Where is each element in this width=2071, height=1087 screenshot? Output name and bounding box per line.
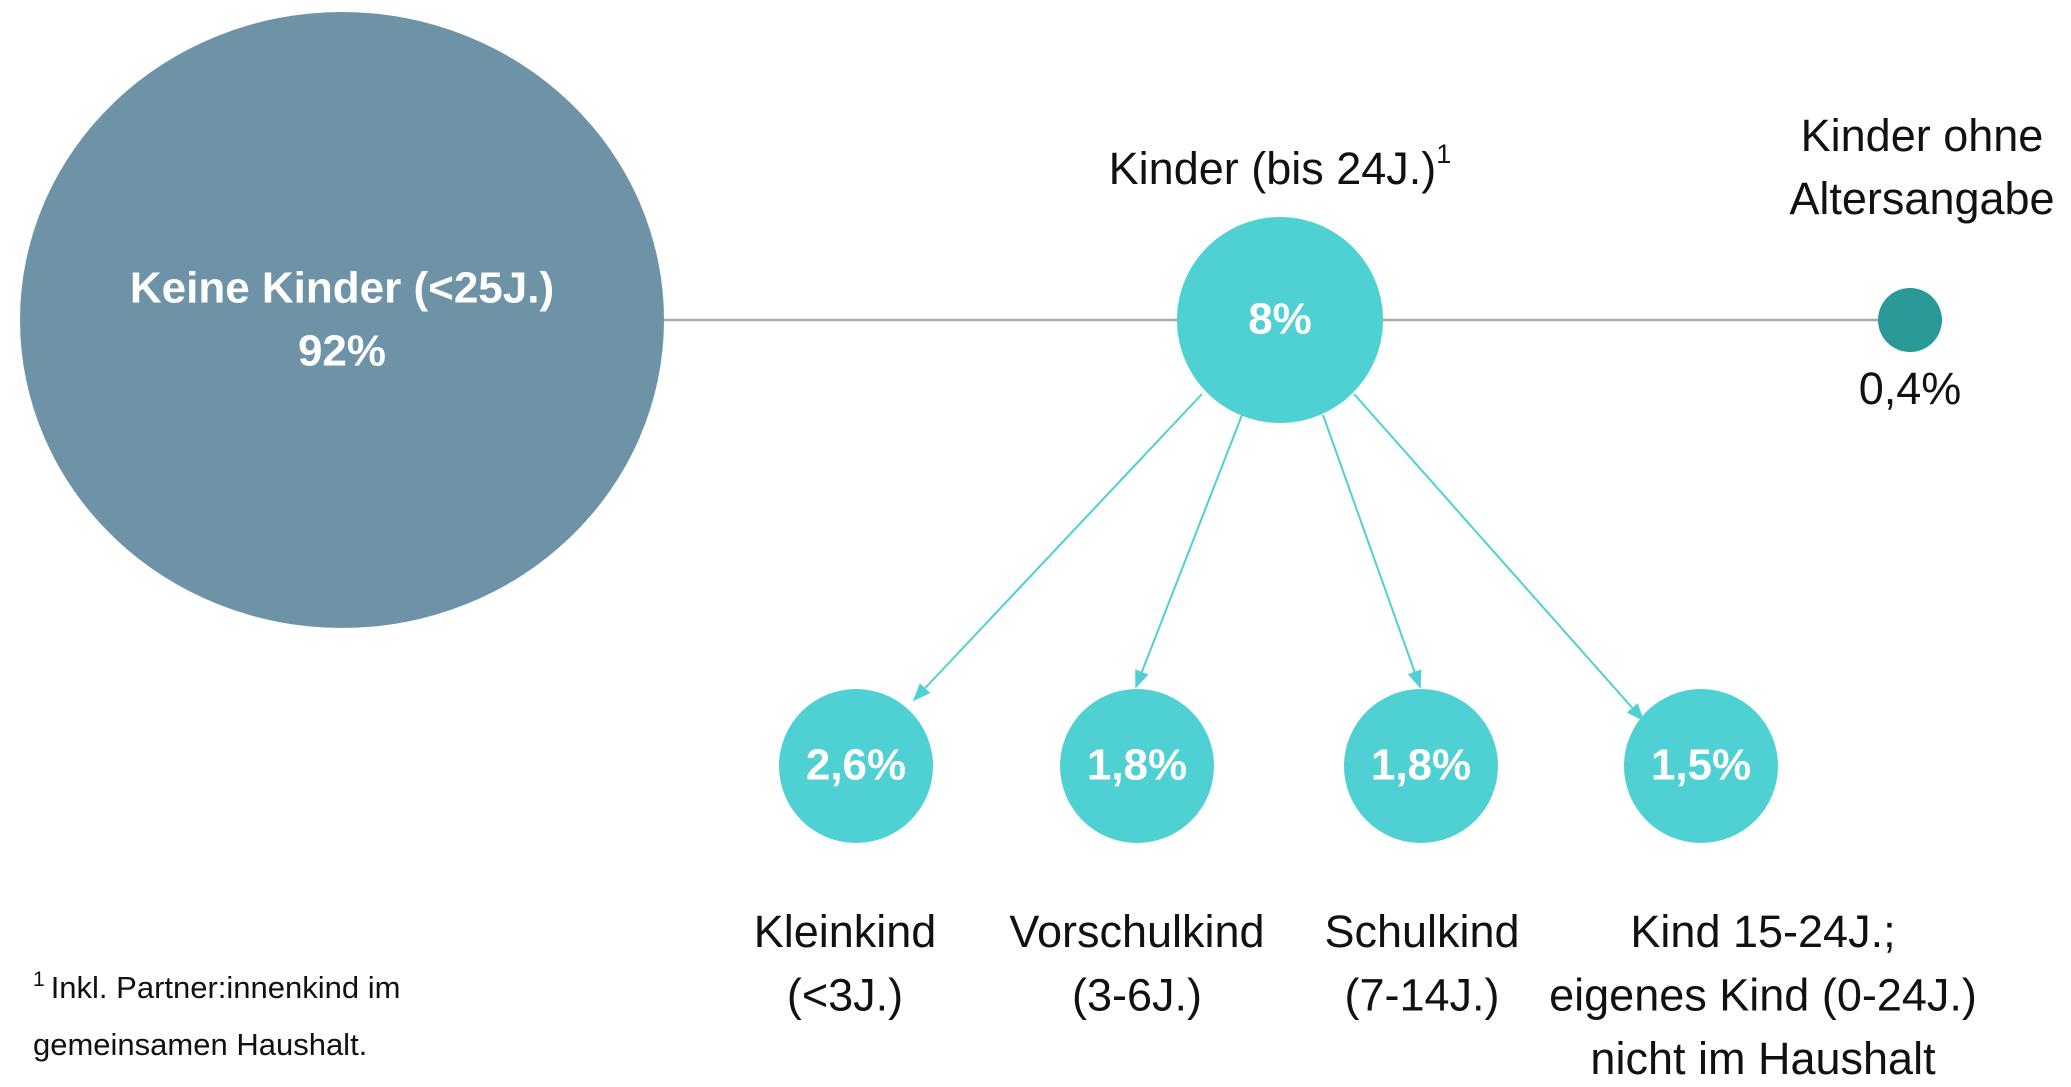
- arrow: [1322, 414, 1422, 689]
- subgroup-label: Kind 15-24J.;: [1630, 906, 1895, 957]
- subgroup-label: (<3J.): [787, 969, 903, 1020]
- subgroup-value: 1,8%: [1371, 741, 1471, 790]
- footnote: gemeinsamen Haushalt.: [33, 1027, 367, 1062]
- subgroups: 2,6% Kleinkind (<3J.) 1,8% Vorschulkind (3-6J…: [754, 689, 1977, 1084]
- subgroup-circle: [1344, 689, 1498, 843]
- footnote: 1 Inkl. Partner:innenkind im: [33, 968, 400, 1006]
- subgroup-label: (3-6J.): [1072, 969, 1202, 1020]
- group-label: Kinder (bis 24J.)1: [1109, 139, 1452, 194]
- root-circle: [20, 12, 664, 628]
- subgroup-circle: [1624, 689, 1778, 843]
- arrows: [912, 393, 1645, 722]
- subgroup-circle: [779, 689, 933, 843]
- arrow: [912, 393, 1203, 702]
- subgroup-value: 1,8%: [1087, 741, 1187, 790]
- subgroup-value: 1,5%: [1651, 741, 1751, 790]
- subgroup-value: 2,6%: [806, 741, 906, 790]
- group-value: 8%: [1248, 295, 1312, 344]
- subgroup-label: Kleinkind: [754, 906, 937, 957]
- unknown-value: 0,4%: [1859, 363, 1962, 414]
- subgroup-label: (7-14J.): [1344, 969, 1499, 1020]
- subgroup-label: nicht im Haushalt: [1590, 1033, 1936, 1084]
- subgroup-label: eigenes Kind (0-24J.): [1549, 969, 1977, 1020]
- subgroup-label: Schulkind: [1324, 906, 1519, 957]
- unknown-circle: [1878, 288, 1942, 352]
- group-label-text: Kinder (bis 24J.): [1109, 143, 1437, 194]
- footnote-mark: 1: [33, 968, 45, 991]
- footnote-mark: 1: [1436, 139, 1451, 169]
- unknown-label: Kinder ohne: [1801, 110, 2044, 161]
- root-value: 92%: [298, 327, 386, 376]
- subgroup-circle: [1060, 689, 1214, 843]
- group-circle: [1177, 217, 1383, 423]
- arrow: [1135, 414, 1243, 689]
- arrow: [1353, 393, 1645, 722]
- root-label: Keine Kinder (<25J.): [130, 264, 554, 313]
- subgroup-label: Vorschulkind: [1009, 906, 1264, 957]
- unknown-label: Altersangabe: [1789, 173, 2054, 224]
- footnote-text: Inkl. Partner:innenkind im: [51, 970, 401, 1005]
